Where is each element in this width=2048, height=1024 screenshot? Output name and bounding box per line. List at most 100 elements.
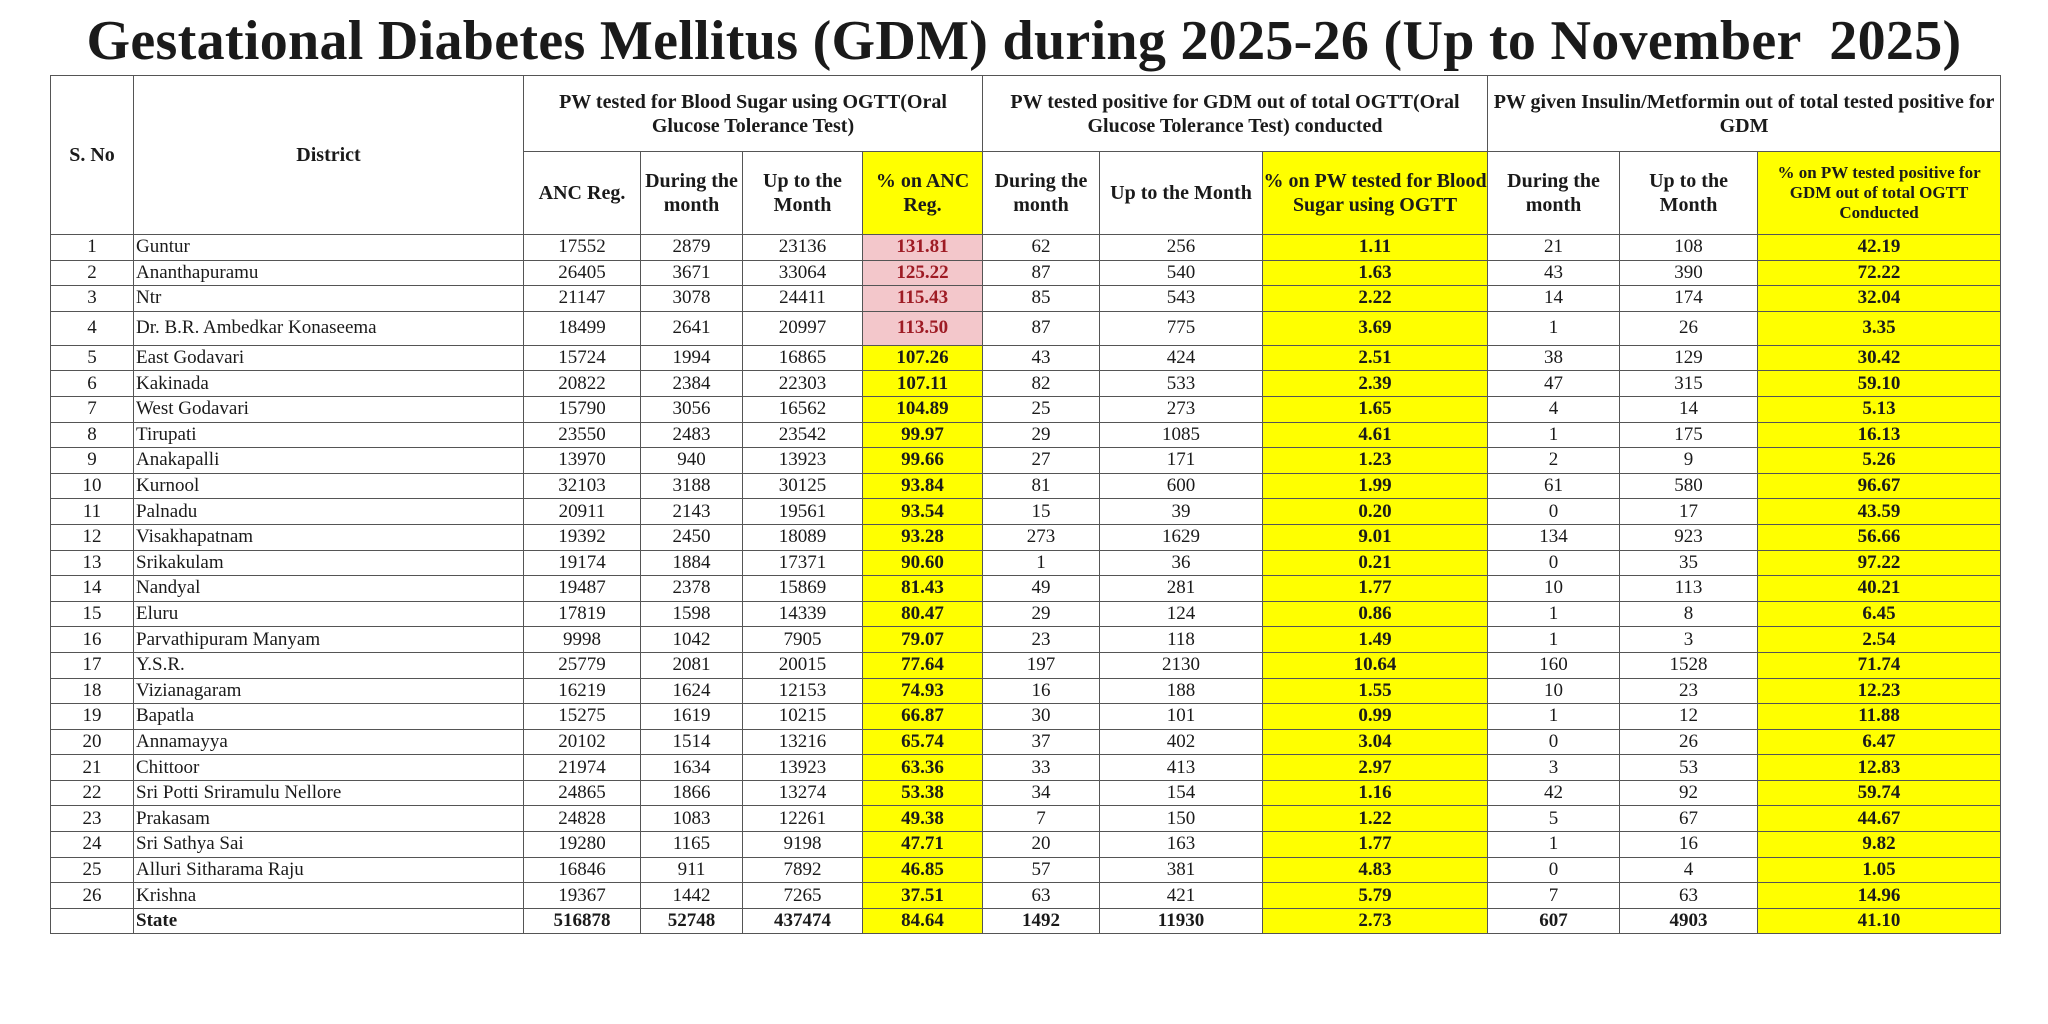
- cell-sno: 25: [50, 856, 134, 884]
- cell-sno: 23: [50, 805, 134, 833]
- cell-insulin-during-month: 1: [1487, 600, 1621, 628]
- cell-pct-ogtt: 1.55: [1261, 677, 1489, 705]
- cell-sno: 10: [50, 472, 134, 500]
- table-row: 9 Anakapalli 13970 940 13923 99.66 27 171 1.23 2 9…: [50, 447, 2002, 474]
- header-pct-gdm: % on PW tested positive for GDM out of t…: [1757, 151, 2002, 235]
- cell-positive-during-month: 15: [982, 498, 1100, 525]
- cell-positive-during-month: 63: [982, 882, 1100, 909]
- cell-pct-gdm: 6.45: [1757, 600, 2002, 628]
- cell-tested-up-to-month: 13923: [742, 754, 863, 781]
- header-positive-during-month: During the month: [982, 151, 1100, 235]
- table-row: 26 Krishna 19367 1442 7265 37.51 63 421 5.79 7 63 1…: [50, 882, 2002, 909]
- cell-tested-up-to-month: 13923: [742, 447, 863, 474]
- cell-district: Alluri Sitharama Raju: [133, 856, 524, 884]
- cell-tested-during-month: 1619: [640, 703, 743, 730]
- cell-tested-during-month: 2378: [640, 575, 743, 602]
- table-row: 23 Prakasam 24828 1083 12261 49.38 7 150 1.22 5 67…: [50, 805, 2002, 833]
- cell-tested-up-to-month: 13216: [742, 728, 863, 756]
- cell-pct-ogtt: 1.23: [1261, 447, 1489, 474]
- cell-insulin-during-month: 160: [1487, 651, 1621, 679]
- cell-anc-reg: 32103: [523, 472, 641, 500]
- cell-anc-reg: 23550: [523, 421, 641, 449]
- header-insulin-during-month: During the month: [1487, 151, 1621, 235]
- cell-tested-up-to-month: 10215: [742, 703, 863, 730]
- cell-insulin-during-month: 47: [1487, 370, 1621, 397]
- cell-insulin-during-month: 3: [1487, 754, 1621, 781]
- cell-anc-reg: 19174: [523, 549, 641, 577]
- cell-anc-reg: 20822: [523, 370, 641, 397]
- cell-positive-up-to-month: 11930: [1099, 907, 1263, 935]
- header-tested-during-month: During the month: [640, 151, 743, 235]
- table-row: 16 Parvathipuram Manyam 9998 1042 7905 79.07 2…: [50, 626, 2002, 653]
- cell-positive-up-to-month: 533: [1099, 370, 1263, 397]
- cell-district: Palnadu: [133, 498, 524, 525]
- cell-pct-gdm: 59.74: [1757, 779, 2002, 807]
- cell-positive-up-to-month: 39: [1099, 498, 1263, 525]
- cell-district: Anakapalli: [133, 447, 524, 474]
- cell-insulin-up-to-month: 1528: [1619, 651, 1759, 679]
- cell-sno: 3: [50, 285, 134, 312]
- cell-insulin-during-month: 7: [1487, 882, 1621, 909]
- cell-tested-up-to-month: 20997: [742, 310, 863, 346]
- cell-pct-gdm: 3.35: [1757, 310, 2002, 346]
- cell-sno: 21: [50, 754, 134, 781]
- cell-insulin-up-to-month: 580: [1619, 472, 1759, 500]
- cell-positive-up-to-month: 36: [1099, 549, 1263, 577]
- cell-pct-ogtt: 3.04: [1261, 728, 1489, 756]
- cell-positive-up-to-month: 273: [1099, 395, 1263, 423]
- cell-pct-gdm: 42.19: [1757, 234, 2002, 261]
- table-total-row: State 516878 52748 437474 84.64 1492 11930 2.73…: [50, 907, 2002, 935]
- table-row: 2 Ananthapuramu 26405 3671 33064 125.22 87 540 1…: [50, 259, 2002, 287]
- table-row: 6 Kakinada 20822 2384 22303 107.11 82 533 2.39 47…: [50, 370, 2002, 397]
- cell-pct-gdm: 12.23: [1757, 677, 2002, 705]
- cell-insulin-during-month: 1: [1487, 310, 1621, 346]
- cell-positive-up-to-month: 421: [1099, 882, 1263, 909]
- cell-insulin-during-month: 607: [1487, 907, 1621, 935]
- cell-tested-during-month: 1866: [640, 779, 743, 807]
- cell-district: Ntr: [133, 285, 524, 312]
- cell-positive-during-month: 57: [982, 856, 1100, 884]
- table-row: 5 East Godavari 15724 1994 16865 107.26 43 424 2…: [50, 344, 2002, 372]
- cell-pct-ogtt: 1.63: [1261, 259, 1489, 287]
- cell-insulin-up-to-month: 67: [1619, 805, 1759, 833]
- cell-insulin-during-month: 14: [1487, 285, 1621, 312]
- cell-tested-up-to-month: 16865: [742, 344, 863, 372]
- cell-tested-during-month: 1994: [640, 344, 743, 372]
- cell-pct-ogtt: 9.01: [1261, 523, 1489, 551]
- cell-sno: 1: [50, 234, 134, 261]
- cell-insulin-up-to-month: 129: [1619, 344, 1759, 372]
- cell-district: Sri Sathya Sai: [133, 831, 524, 858]
- cell-insulin-during-month: 10: [1487, 575, 1621, 602]
- cell-pct-ogtt: 2.22: [1261, 285, 1489, 312]
- header-pct-ogtt: % on PW tested for Blood Sugar using OGT…: [1261, 151, 1489, 235]
- cell-pct-ogtt: 0.99: [1261, 703, 1489, 730]
- cell-insulin-during-month: 0: [1487, 728, 1621, 756]
- cell-pct-gdm: 32.04: [1757, 285, 2002, 312]
- cell-tested-during-month: 1884: [640, 549, 743, 577]
- header-pct-anc: % on ANC Reg.: [862, 151, 983, 235]
- cell-district: Tirupati: [133, 421, 524, 449]
- cell-district: East Godavari: [133, 344, 524, 372]
- cell-tested-during-month: 52748: [640, 907, 743, 935]
- cell-district: Kurnool: [133, 472, 524, 500]
- cell-pct-anc: 37.51: [862, 882, 983, 909]
- cell-positive-up-to-month: 381: [1099, 856, 1263, 884]
- cell-pct-ogtt: 1.65: [1261, 395, 1489, 423]
- cell-tested-during-month: 3078: [640, 285, 743, 312]
- cell-insulin-up-to-month: 63: [1619, 882, 1759, 909]
- cell-positive-up-to-month: 413: [1099, 754, 1263, 781]
- cell-pct-anc: 49.38: [862, 805, 983, 833]
- header-anc-reg: ANC Reg.: [523, 151, 641, 235]
- cell-pct-ogtt: 0.21: [1261, 549, 1489, 577]
- cell-tested-up-to-month: 7905: [742, 626, 863, 653]
- table-row: 11 Palnadu 20911 2143 19561 93.54 15 39 0.20 0 17 4…: [50, 498, 2002, 525]
- cell-anc-reg: 15790: [523, 395, 641, 423]
- cell-pct-ogtt: 1.22: [1261, 805, 1489, 833]
- cell-anc-reg: 13970: [523, 447, 641, 474]
- cell-tested-during-month: 2641: [640, 310, 743, 346]
- cell-pct-gdm: 12.83: [1757, 754, 2002, 781]
- cell-tested-up-to-month: 12153: [742, 677, 863, 705]
- cell-positive-up-to-month: 1629: [1099, 523, 1263, 551]
- cell-anc-reg: 25779: [523, 651, 641, 679]
- cell-tested-up-to-month: 14339: [742, 600, 863, 628]
